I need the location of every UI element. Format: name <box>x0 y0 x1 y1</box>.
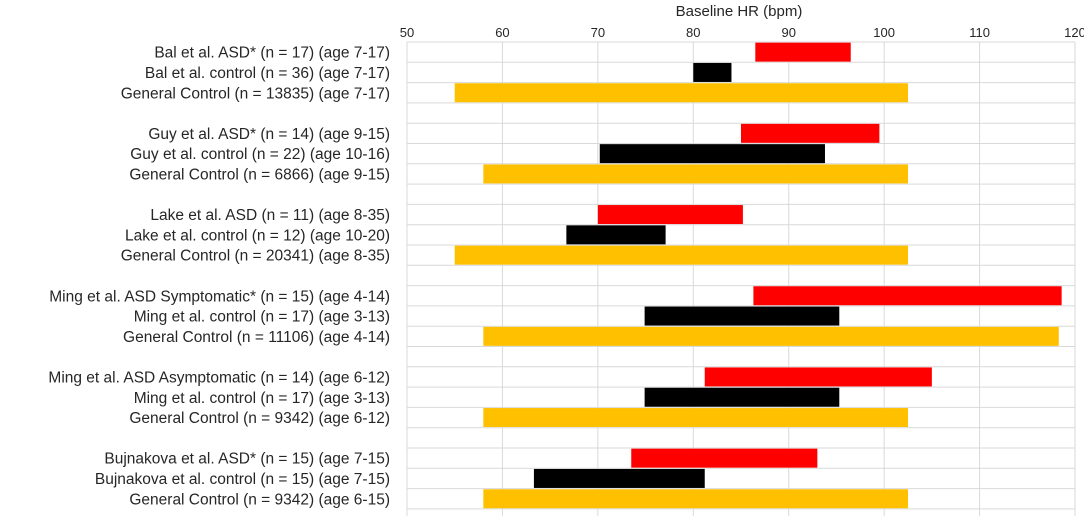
category-label: General Control (n = 11106) (age 4-14) <box>123 329 390 346</box>
x-tick-label: 110 <box>969 25 990 40</box>
x-tick-label: 80 <box>686 25 700 40</box>
category-label: General Control (n = 6866) (age 9-15) <box>129 166 390 183</box>
bar-asd <box>631 448 818 468</box>
category-label: General Control (n = 9342) (age 6-12) <box>129 410 390 427</box>
category-labels: Bal et al. ASD* (n = 17) (age 7-17) Bal e… <box>48 45 390 509</box>
x-axis-ticks: 50 60 70 80 90 100 110 120 <box>400 25 1084 40</box>
category-label: Ming et al. control (n = 17) (age 3-13) <box>134 390 390 407</box>
bar-control <box>644 387 840 407</box>
bar-asd <box>741 123 880 143</box>
category-label: Lake et al. control (n = 12) (age 10-20) <box>125 227 390 244</box>
category-label: General Control (n = 13835) (age 7-17) <box>121 85 390 102</box>
bar-general <box>483 164 908 184</box>
bar-general <box>483 408 908 428</box>
category-label: Ming et al. ASD Symptomatic* (n = 15) (a… <box>49 288 390 305</box>
gridlines <box>406 41 1076 516</box>
category-label: Guy et al. ASD* (n = 14) (age 9-15) <box>148 126 390 143</box>
x-tick-label: 100 <box>873 25 895 40</box>
bar-control <box>599 144 825 164</box>
category-label: Ming et al. ASD Asymptomatic (n = 14) (a… <box>48 369 390 386</box>
category-label: Bujnakova et al. ASD* (n = 15) (age 7-15… <box>104 451 390 468</box>
category-label: General Control (n = 9342) (age 6-15) <box>129 491 390 508</box>
bars <box>454 42 1062 509</box>
bar-control <box>533 468 705 488</box>
bar-control <box>693 62 732 82</box>
x-tick-label: 50 <box>400 25 414 40</box>
category-label: Ming et al. control (n = 17) (age 3-13) <box>134 309 390 326</box>
bar-control <box>566 225 666 245</box>
bar-asd <box>704 367 932 387</box>
category-label: General Control (n = 20341) (age 8-35) <box>121 248 390 265</box>
bar-asd <box>755 42 851 62</box>
x-tick-label: 120 <box>1064 25 1084 40</box>
category-label: Bal et al. control (n = 36) (age 7-17) <box>145 65 390 82</box>
x-tick-label: 70 <box>591 25 605 40</box>
x-tick-label: 60 <box>495 25 509 40</box>
bar-general <box>483 489 908 509</box>
x-axis-title: Baseline HR (bpm) <box>676 3 803 20</box>
category-label: Bal et al. ASD* (n = 17) (age 7-17) <box>154 45 390 62</box>
category-label: Lake et al. ASD (n = 11) (age 8-35) <box>150 207 390 224</box>
x-tick-label: 90 <box>781 25 795 40</box>
bar-asd <box>753 286 1062 306</box>
bar-general <box>454 245 908 265</box>
bar-general <box>454 83 908 103</box>
bar-asd <box>597 205 743 225</box>
bar-control <box>644 306 840 326</box>
category-label: Bujnakova et al. control (n = 15) (age 7… <box>95 471 390 488</box>
bar-general <box>483 326 1059 346</box>
category-label: Guy et al. control (n = 22) (age 10-16) <box>130 146 390 163</box>
